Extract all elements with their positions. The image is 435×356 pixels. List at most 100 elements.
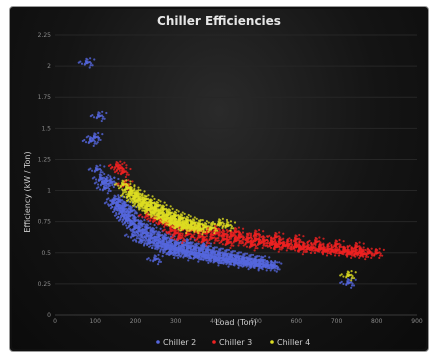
data-point (322, 248, 325, 251)
data-point (157, 212, 160, 215)
data-point (101, 178, 104, 181)
data-point (95, 142, 98, 145)
data-point (105, 175, 108, 179)
data-point (229, 263, 232, 266)
data-point (333, 254, 337, 257)
data-point (153, 235, 156, 238)
data-point (101, 171, 104, 174)
data-point (237, 238, 240, 242)
data-point (133, 218, 136, 222)
data-point (121, 220, 124, 223)
data-point (237, 244, 240, 247)
data-point (97, 131, 100, 135)
data-point (146, 258, 149, 261)
data-point (133, 189, 136, 192)
data-point (156, 263, 160, 266)
data-point (262, 261, 265, 264)
data-point (131, 223, 135, 226)
legend-label: Chiller 2 (163, 338, 196, 347)
y-tick-label: 1.25 (38, 156, 52, 163)
data-point (306, 243, 309, 246)
data-point (103, 172, 106, 176)
data-point (286, 240, 289, 243)
data-point (175, 218, 178, 221)
data-point (91, 177, 94, 180)
data-point (125, 179, 128, 182)
data-point (138, 214, 141, 217)
data-point (358, 256, 361, 260)
data-point (330, 246, 333, 249)
data-point (342, 275, 345, 278)
data-point (173, 254, 177, 257)
data-point (162, 251, 165, 255)
data-point (221, 256, 225, 259)
chart-frame: 0 0.25 0.5 0.75 1 1.25 1.5 1.75 2 2.25 0 100 200 300 4… (9, 6, 429, 352)
data-point (205, 232, 208, 235)
data-point (169, 221, 172, 224)
data-point (161, 254, 164, 258)
data-point (265, 241, 269, 245)
data-point (296, 250, 300, 253)
data-point (135, 237, 138, 240)
data-point (119, 210, 123, 213)
data-point (302, 243, 305, 247)
data-point (334, 239, 337, 242)
data-point (258, 241, 261, 244)
data-point (364, 252, 367, 255)
data-point (197, 242, 200, 245)
data-point (174, 227, 177, 230)
data-point (123, 215, 126, 218)
data-point (345, 283, 348, 286)
data-point (225, 235, 228, 238)
data-point (84, 141, 88, 144)
data-point (159, 245, 162, 248)
data-point (125, 190, 128, 194)
data-point (193, 229, 196, 232)
data-point (379, 254, 382, 257)
data-point (239, 260, 242, 263)
data-point (179, 255, 182, 258)
data-point (370, 253, 373, 256)
data-point (282, 240, 285, 243)
data-point (338, 245, 342, 249)
data-point (193, 243, 197, 246)
data-point (298, 247, 301, 250)
data-point (151, 244, 155, 247)
data-point (342, 246, 345, 250)
data-point (125, 166, 128, 169)
data-point (260, 255, 263, 258)
data-point (327, 243, 330, 246)
data-point (346, 255, 349, 258)
data-point (135, 205, 138, 208)
data-point (145, 207, 148, 210)
data-point (278, 238, 281, 241)
axes: 0 0.25 0.5 0.75 1 1.25 1.5 1.75 2 2.25 0 100 200 300 4… (38, 32, 423, 325)
data-point (189, 232, 192, 235)
data-point (233, 238, 237, 242)
data-point (338, 238, 341, 242)
data-point (129, 208, 132, 212)
data-point (212, 261, 215, 264)
data-point (263, 264, 266, 267)
data-point (161, 204, 164, 207)
data-point (282, 232, 285, 235)
data-point (123, 234, 127, 237)
data-point (169, 228, 172, 232)
data-point (181, 220, 184, 223)
data-point (290, 239, 293, 242)
data-point (277, 250, 280, 253)
data-point (244, 259, 247, 262)
data-point (304, 248, 308, 252)
data-point (167, 208, 171, 211)
data-point (232, 232, 235, 235)
data-point (201, 250, 204, 253)
data-point (143, 218, 146, 222)
data-point (334, 248, 337, 251)
data-point (99, 184, 102, 187)
data-point (118, 169, 121, 172)
data-point (222, 262, 225, 265)
legend-marker (156, 340, 160, 344)
data-point (121, 167, 124, 170)
data-point (201, 222, 204, 225)
data-point (266, 238, 269, 242)
